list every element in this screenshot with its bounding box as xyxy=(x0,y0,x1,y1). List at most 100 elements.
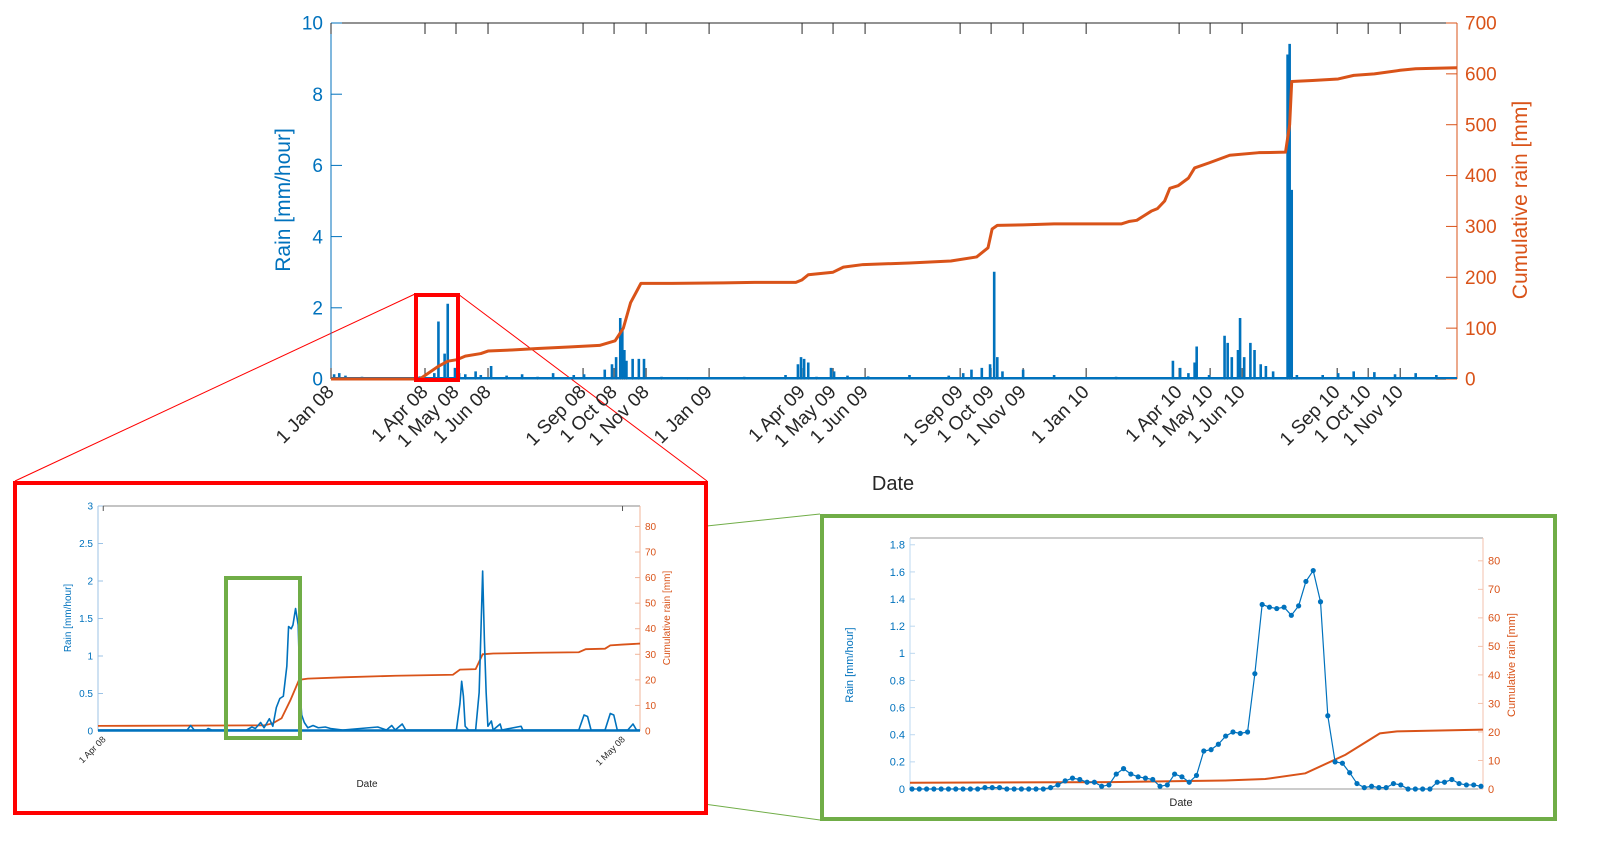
rain-data-marker xyxy=(1142,775,1149,781)
rain-data-marker xyxy=(1420,786,1426,792)
green-y-axis-label-right: Cumulative rain [mm] xyxy=(1506,613,1518,717)
main-x-axis-label: Date xyxy=(872,473,914,495)
rain-data-marker xyxy=(1405,786,1411,792)
rain-data-marker xyxy=(1033,786,1039,792)
rain-data-marker xyxy=(1347,770,1353,776)
rain-data-marker xyxy=(1048,785,1054,791)
rain-data-marker xyxy=(975,786,981,792)
rain-data-marker xyxy=(1463,782,1470,788)
x-tick-label: 1 Jan 09 xyxy=(650,382,716,448)
right-y-tick-label: 70 xyxy=(1488,584,1500,596)
right-y-tick-label: 80 xyxy=(1488,556,1500,568)
right-y-tick-label: 0 xyxy=(1465,370,1476,391)
left-y-tick-label: 0.6 xyxy=(890,702,905,714)
rain-data-marker xyxy=(1244,729,1251,735)
green-inset-chart: 0 0.2 0.4 0.6 0.8 1 1.2 1.4 1.6 1.8 0 10 20 30 40 50 60 7… xyxy=(890,537,1500,796)
rain-data-marker xyxy=(1274,605,1280,612)
right-y-tick-label: 80 xyxy=(645,522,657,533)
rain-data-marker xyxy=(1259,601,1265,608)
right-y-tick-label: 60 xyxy=(1488,613,1500,625)
left-y-tick-label: 6 xyxy=(312,156,323,177)
rain-data-marker xyxy=(1266,604,1273,610)
rain-bars xyxy=(331,43,1438,380)
rain-data-marker xyxy=(945,786,952,792)
left-y-tick-label: 1.2 xyxy=(890,621,905,633)
rain-data-marker xyxy=(1427,786,1433,792)
left-y-tick-label: 0 xyxy=(312,370,323,391)
left-y-tick-label: 1.8 xyxy=(890,540,905,552)
rain-data-marker xyxy=(1310,567,1316,574)
rain-data-marker xyxy=(982,785,988,791)
left-y-tick-label: 8 xyxy=(312,85,323,106)
right-y-tick-label: 10 xyxy=(645,701,657,712)
right-y-tick-label: 70 xyxy=(645,548,657,559)
red-y-axis-label-left: Rain [mm/hour] xyxy=(63,584,74,653)
rain-data-marker xyxy=(1099,783,1105,789)
rain-data-marker xyxy=(909,786,915,792)
green-x-axis-label: Date xyxy=(1169,797,1192,809)
red-y-axis-label-right: Cumulative rain [mm] xyxy=(662,571,673,666)
left-y-tick-label: 0 xyxy=(899,784,905,796)
rain-data-marker xyxy=(1383,785,1389,791)
right-y-tick-label: 30 xyxy=(1488,698,1500,710)
rain-data-marker xyxy=(1164,782,1170,788)
rain-data-marker xyxy=(1113,771,1119,777)
left-y-tick-label: 1 xyxy=(899,648,905,660)
right-y-tick-label: 60 xyxy=(645,573,657,584)
right-y-tick-label: 600 xyxy=(1465,65,1497,86)
rain-data-marker xyxy=(1361,785,1367,791)
left-y-tick-label: 0 xyxy=(87,727,93,738)
rain-data-marker xyxy=(1201,748,1207,754)
rain-data-marker xyxy=(1376,785,1382,791)
rain-data-marker xyxy=(1354,780,1360,787)
right-y-tick-label: 400 xyxy=(1465,166,1497,187)
rain-data-marker xyxy=(1040,786,1046,792)
rain-data-marker xyxy=(1186,779,1192,785)
right-y-tick-label: 700 xyxy=(1465,14,1497,35)
rain-data-marker xyxy=(1018,786,1025,792)
red-zoom-frame xyxy=(13,481,708,815)
left-y-tick-label: 4 xyxy=(312,227,323,248)
x-tick-label: 1 Jan 08 xyxy=(272,382,338,448)
left-y-tick-label: 2 xyxy=(87,577,93,588)
left-y-tick-label: 0.4 xyxy=(890,730,905,742)
right-y-tick-label: 200 xyxy=(1465,268,1497,289)
rain-data-marker xyxy=(1325,713,1331,719)
rain-data-marker xyxy=(1120,766,1127,772)
right-y-tick-label: 20 xyxy=(645,675,657,686)
rain-data-marker xyxy=(916,786,922,792)
rain-data-marker xyxy=(1077,776,1083,783)
rain-data-marker xyxy=(1230,729,1236,735)
rain-data-marker xyxy=(989,785,995,791)
left-y-tick-label: 0.5 xyxy=(79,689,93,700)
red-x-axis-label: Date xyxy=(356,779,378,790)
left-y-tick-label: 1.5 xyxy=(79,614,93,625)
rain-data-marker xyxy=(1478,783,1484,789)
rain-data-marker xyxy=(1106,782,1112,788)
right-y-tick-label: 0 xyxy=(645,727,651,738)
rain-data-marker xyxy=(1398,782,1404,788)
rain-data-marker xyxy=(931,786,937,792)
left-y-tick-label: 2.5 xyxy=(79,539,93,550)
rain-data-marker xyxy=(1434,779,1440,785)
cumulative-rain-line xyxy=(909,728,1484,784)
main-y-axis-label-left: Rain [mm/hour] xyxy=(272,128,295,272)
rain-data-marker xyxy=(1179,774,1185,780)
rain-data-marker xyxy=(1449,776,1455,783)
right-y-tick-label: 10 xyxy=(1488,755,1500,767)
right-y-tick-label: 50 xyxy=(645,599,657,610)
rain-data-marker xyxy=(938,786,944,792)
right-y-tick-label: 20 xyxy=(1488,727,1500,739)
rain-data-marker xyxy=(1084,779,1090,785)
red-connector-right xyxy=(457,293,708,482)
left-y-tick-label: 2 xyxy=(312,298,323,319)
red-highlight-box xyxy=(414,293,460,382)
rain-data-marker xyxy=(1091,779,1097,785)
rain-data-marker xyxy=(1011,786,1017,792)
left-y-tick-label: 0.2 xyxy=(890,757,905,769)
rain-data-marker xyxy=(923,786,930,792)
rain-data-marker xyxy=(1223,733,1229,739)
left-y-tick-label: 1.6 xyxy=(890,567,905,579)
